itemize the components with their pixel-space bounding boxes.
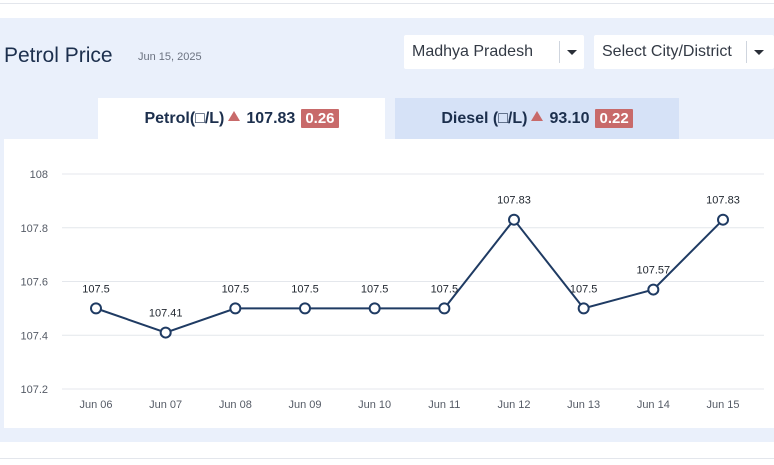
data-label: 107.5 [431, 283, 459, 295]
data-label: 107.5 [222, 283, 250, 295]
data-label: 107.41 [149, 308, 183, 320]
page-title: Petrol Price [4, 44, 113, 67]
y-tick-label: 107.2 [20, 384, 48, 396]
x-tick-label: Jun 09 [288, 399, 321, 411]
data-point [438, 302, 451, 315]
data-point [229, 302, 242, 315]
tab-petrol-price: 107.83 [246, 110, 296, 127]
state-select-divider [559, 41, 560, 63]
data-label: 107.5 [570, 283, 598, 295]
data-point [159, 326, 172, 339]
chart-card: 107.2 107.4 107.6 107.8 108 Jun 06 Jun 07 Jun 0… [4, 139, 774, 428]
state-select[interactable]: Madhya Pradesh [404, 35, 584, 69]
chevron-down-icon [754, 50, 764, 55]
x-tick-label: Jun 15 [706, 399, 739, 411]
chevron-down-icon [567, 50, 577, 55]
tab-diesel-label: Diesel (□/L) [441, 110, 528, 127]
tab-diesel[interactable]: Diesel (□/L) 93.10 0.22 [395, 98, 679, 139]
data-label: 107.5 [361, 283, 389, 295]
data-point [647, 283, 660, 296]
data-label: 107.5 [291, 283, 319, 295]
y-tick-label: 108 [30, 169, 48, 181]
x-tick-label: Jun 07 [149, 399, 182, 411]
x-tick-label: Jun 12 [497, 399, 530, 411]
city-select-value: Select City/District [602, 43, 732, 60]
tab-diesel-price: 93.10 [549, 110, 590, 127]
data-label: 107.83 [497, 195, 531, 207]
price-date: Jun 15, 2025 [138, 51, 202, 63]
x-tick-label: Jun 11 [428, 399, 460, 411]
x-tick-label: Jun 10 [358, 399, 391, 411]
data-point [368, 302, 381, 315]
tab-petrol[interactable]: Petrol(□/L) 107.83 0.26 [98, 98, 385, 139]
top-divider [0, 3, 774, 4]
data-label: 107.83 [706, 195, 740, 207]
data-point [508, 213, 520, 226]
data-point [90, 302, 102, 315]
price-up-icon [228, 111, 241, 121]
data-label: 107.57 [637, 265, 671, 277]
x-tick-label: Jun 08 [219, 399, 252, 411]
y-tick-label: 107.4 [20, 330, 48, 342]
tab-diesel-change-badge: 0.22 [595, 109, 633, 128]
data-point [299, 302, 311, 315]
y-tick-label: 107.6 [20, 277, 48, 289]
x-tick-label: Jun 14 [637, 399, 670, 411]
data-point [577, 302, 590, 315]
tab-petrol-change-badge: 0.26 [301, 109, 339, 128]
city-select-divider [746, 41, 747, 63]
data-point [717, 213, 729, 226]
city-select[interactable]: Select City/District [594, 35, 774, 69]
tab-petrol-label: Petrol(□/L) [144, 110, 225, 127]
data-label: 107.5 [82, 283, 110, 295]
series-line [95, 218, 724, 334]
state-select-value: Madhya Pradesh [412, 43, 533, 60]
bottom-divider [0, 458, 774, 459]
y-tick-label: 107.8 [20, 223, 48, 235]
petrol-price-line-chart: 107.2 107.4 107.6 107.8 108 Jun 06 Jun 07 Jun 0… [20, 169, 764, 411]
price-up-icon [531, 111, 544, 121]
x-tick-label: Jun 13 [567, 399, 600, 411]
x-tick-label: Jun 06 [79, 399, 112, 411]
